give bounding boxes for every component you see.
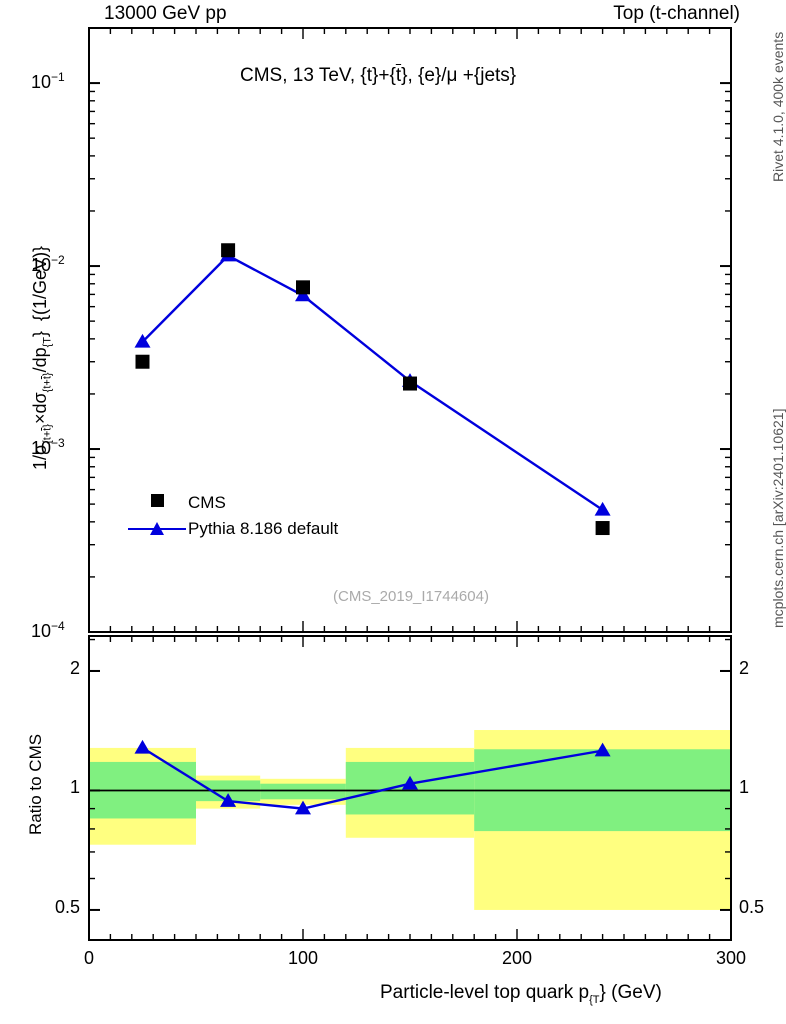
ratio-band-inner xyxy=(474,749,731,832)
ratio-y-tick-label: 0.5 xyxy=(54,896,80,917)
ratio-y-tick-label: 0.5 xyxy=(739,896,765,917)
data-marker xyxy=(296,280,310,295)
side-label-rivet: Rivet 4.1.0, 400k events xyxy=(770,32,786,198)
legend-marker-triangle-line xyxy=(126,520,188,538)
tick-mantissa: 10 xyxy=(31,255,52,276)
legend-item-cms[interactable]: CMS xyxy=(126,490,338,516)
ratio-band-inner xyxy=(345,761,475,815)
ratio-marker xyxy=(402,775,418,790)
tick-mantissa: 10 xyxy=(31,621,52,641)
header-left: 13000 GeV pp xyxy=(104,3,227,24)
header-right: Top (t-channel) xyxy=(613,3,740,24)
legend-marker-square xyxy=(126,494,188,512)
mc-marker xyxy=(220,247,237,262)
ratio-band-inner xyxy=(260,783,346,800)
side-label-rivet-text: Rivet 4.1.0, 400k events xyxy=(770,31,786,182)
ratio-y-tick-label: 1 xyxy=(739,777,750,798)
ratio-band-inner xyxy=(89,761,196,819)
main-plot-title: CMS, 13 TeV, {t}+{t}, {e}/μ +{jets} xyxy=(240,65,516,87)
legend-label-cms: CMS xyxy=(188,493,226,512)
mc-marker xyxy=(295,287,311,302)
ratio-band-outer xyxy=(474,730,731,910)
x-tick-label: 0 xyxy=(83,948,94,968)
mc-marker xyxy=(134,333,151,348)
mc-marker xyxy=(402,373,418,387)
legend: CMS Pythia 8.186 default xyxy=(126,490,338,542)
ratio-line xyxy=(141,746,603,810)
side-label-mcplots: mcplots.cern.ch [arXiv:2401.10621] xyxy=(770,409,786,644)
ratio-marker xyxy=(295,800,311,815)
legend-item-pythia[interactable]: Pythia 8.186 default xyxy=(126,516,338,542)
title-text: CMS, 13 TeV, {t}+{t}, {e}/μ +{jets} xyxy=(240,65,517,86)
ratio-band-outer xyxy=(260,778,346,805)
side-label-mcplots-text: mcplots.cern.ch [arXiv:2401.10621] xyxy=(770,408,786,628)
ratio-band-outer xyxy=(196,775,261,809)
main-y-tick-label: 10−4 xyxy=(31,619,65,642)
ratio-y-tick-label: 2 xyxy=(69,657,80,678)
ratio-ylabel: Ratio to CMS xyxy=(26,734,127,855)
data-marker xyxy=(221,243,236,258)
x-tick-label: 300 xyxy=(715,948,747,968)
tick-exponent: −4 xyxy=(51,619,65,633)
x-tick-label: 200 xyxy=(501,948,533,968)
watermark: (CMS_2019_I1744604) xyxy=(333,588,489,605)
xaxis-title-text: Particle-level top quark p{T} (GeV) xyxy=(380,982,662,1006)
ratio-marker xyxy=(594,742,611,757)
x-tick-label: 100 xyxy=(287,948,319,968)
tick-exponent: −3 xyxy=(51,436,65,451)
data-marker xyxy=(135,354,150,369)
main-y-tick-label: 10−1 xyxy=(31,70,65,93)
ratio-y-tick-label: 2 xyxy=(739,657,750,678)
ratio-marker xyxy=(134,739,151,754)
tick-mantissa: 10 xyxy=(31,72,52,93)
xaxis-title: Particle-level top quark p{T} (GeV) xyxy=(380,982,662,1006)
ratio-band-outer xyxy=(89,747,196,845)
tick-exponent: −1 xyxy=(51,70,65,85)
data-marker xyxy=(403,376,417,391)
main-y-tick-label: 10−2 xyxy=(31,253,65,276)
tick-mantissa: 10 xyxy=(31,438,52,459)
mc-marker xyxy=(594,501,611,516)
ratio-plot-frame xyxy=(88,635,732,941)
tick-exponent: −2 xyxy=(51,253,65,268)
legend-label-pythia: Pythia 8.186 default xyxy=(188,519,339,538)
ratio-y-tick-label: 1 xyxy=(69,777,80,798)
ratio-band-outer xyxy=(345,747,475,838)
ratio-marker xyxy=(220,793,237,807)
data-marker xyxy=(595,521,610,536)
ratio-band-inner xyxy=(196,780,261,802)
main-y-tick-label: 10−3 xyxy=(31,436,65,459)
